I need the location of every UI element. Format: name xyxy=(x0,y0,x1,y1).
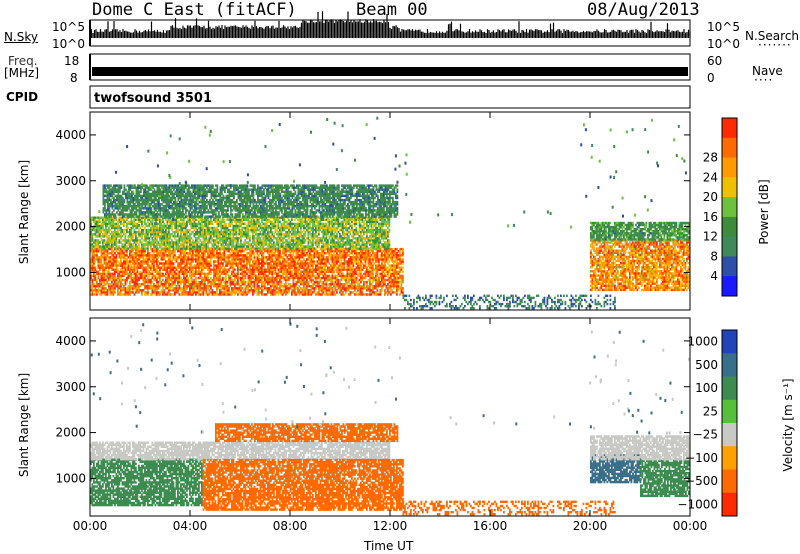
velocity-xtick-label: 00:00 xyxy=(73,519,108,533)
nsearch-legend-dots: ······· xyxy=(758,38,792,52)
freq-unit: [MHz] xyxy=(4,66,40,80)
power-colorbar-swatch xyxy=(722,256,737,277)
power-ytick-label: 2000 xyxy=(55,220,86,234)
cpid-strip-frame xyxy=(89,85,691,109)
velocity-colorbar-swatch xyxy=(722,330,737,354)
power-ytick-label: 3000 xyxy=(55,174,86,188)
velocity-colorbar-tick: 500 xyxy=(695,358,718,372)
nsearch-label: N.Search xyxy=(745,29,800,43)
power-region-5 xyxy=(402,294,616,310)
cpid-value: twofsound 3501 xyxy=(94,91,213,106)
power-ytick-label: 1000 xyxy=(55,265,86,279)
velocity-colorbar-tick: 100 xyxy=(695,381,718,395)
power-colorbar-swatch xyxy=(722,216,737,237)
velocity-colorbar: 1000 500 100 25 −25 −100 −500 −1000 xyxy=(677,329,738,517)
power-colorbar-swatch xyxy=(722,137,737,158)
power-region-3 xyxy=(590,239,690,292)
velocity-ytick-label: 1000 xyxy=(55,471,86,485)
velocity-region-1 xyxy=(90,441,391,461)
velocity-ytick-label: 3000 xyxy=(55,380,86,394)
power-colorbar-swatch xyxy=(722,118,737,139)
power-colorbar-tick: 28 xyxy=(703,151,718,165)
velocity-region-5 xyxy=(640,459,690,498)
velocity-xtick-label: 20:00 xyxy=(573,519,608,533)
velocity-colorbar-swatch xyxy=(722,469,737,494)
power-colorbar-label: Power [dB] xyxy=(757,179,771,245)
nsky-tick-top: 10^5 xyxy=(52,20,85,34)
velocity-colorbar-tick: −100 xyxy=(685,451,718,465)
power-colorbar-swatch xyxy=(722,236,737,257)
velocity-xtick-label: 00:00 xyxy=(673,519,708,533)
freq-tick-top: 18 xyxy=(64,54,80,68)
velocity-ylabel: Slant Range [km] xyxy=(17,372,31,478)
freq-tick-bottom: 8 xyxy=(70,71,78,85)
power-ytick-label: 4000 xyxy=(55,128,86,142)
nsky-series xyxy=(89,11,691,38)
station-title: Dome C East (fitACF) xyxy=(92,0,297,20)
nsky-tick-bottom: 10^0 xyxy=(52,37,85,51)
nave-tick-bottom: 0 xyxy=(707,71,715,85)
velocity-region-0 xyxy=(90,458,203,507)
power-region-1 xyxy=(90,216,391,250)
velocity-region-2 xyxy=(202,458,404,511)
beam-title: Beam 00 xyxy=(356,0,428,20)
nsky-label: N.Sky xyxy=(4,30,39,44)
nsearch-tick-top: 10^5 xyxy=(707,20,740,34)
power-colorbar-tick: 4 xyxy=(710,269,718,283)
power-region-2 xyxy=(102,184,399,218)
nave-tick-top: 60 xyxy=(707,54,723,68)
velocity-colorbar-tick: 25 xyxy=(703,404,718,418)
power-colorbar-tick: 20 xyxy=(703,190,718,204)
velocity-data xyxy=(90,322,690,516)
nave-legend-dots: ···· xyxy=(754,73,774,87)
freq-label: Freq. xyxy=(8,54,38,68)
power-colorbar-frame xyxy=(721,117,738,297)
velocity-colorbar-swatch xyxy=(722,446,737,470)
velocity-region-7 xyxy=(402,500,616,516)
power-panel: 1000 2000 3000 4000 4 8 12 16 20 24 28 xyxy=(55,111,738,311)
velocity-region-3 xyxy=(215,423,399,443)
velocity-colorbar-tick: −500 xyxy=(685,474,718,488)
power-colorbar: 4 8 12 16 20 24 28 xyxy=(703,117,738,297)
velocity-colorbar-swatch xyxy=(722,423,737,447)
power-ylabel: Slant Range [km] xyxy=(17,159,31,265)
power-region-4 xyxy=(590,221,690,241)
cpid-label: CPID xyxy=(6,90,39,104)
velocity-colorbar-swatch xyxy=(722,399,737,424)
velocity-colorbar-tick: 1000 xyxy=(687,335,718,349)
nave-label: Nave xyxy=(752,64,783,78)
power-colorbar-swatch xyxy=(722,157,737,178)
velocity-scatter xyxy=(90,322,690,435)
velocity-xtick-label: 16:00 xyxy=(473,519,508,533)
velocity-xtick-label: 04:00 xyxy=(173,519,208,533)
power-colorbar-tick: 12 xyxy=(703,230,718,244)
power-colorbar-swatch xyxy=(722,177,737,198)
velocity-colorbar-swatch xyxy=(722,376,737,401)
velocity-colorbar-swatch xyxy=(722,492,737,517)
power-colorbar-swatch xyxy=(722,197,737,218)
velocity-xtick-label: 12:00 xyxy=(373,519,408,533)
nsearch-tick-bottom: 10^0 xyxy=(707,37,740,51)
velocity-colorbar-tick: −25 xyxy=(693,428,718,442)
power-colorbar-tick: 24 xyxy=(703,170,718,184)
velocity-xtick-label: 08:00 xyxy=(273,519,308,533)
power-scatter xyxy=(98,116,687,230)
power-colorbar-tick: 8 xyxy=(710,249,718,263)
velocity-ytick-label: 2000 xyxy=(55,426,86,440)
velocity-region-6 xyxy=(590,435,690,461)
velocity-panel: 1000 2000 3000 4000 00:00 04:00 08:00 12:00 16:0… xyxy=(55,317,738,533)
velocity-colorbar-tick: −1000 xyxy=(677,497,718,511)
velocity-colorbar-frame xyxy=(721,329,738,517)
freq-series xyxy=(92,67,688,76)
velocity-ytick-label: 4000 xyxy=(55,334,86,348)
power-data xyxy=(90,116,690,310)
power-colorbar-tick: 16 xyxy=(703,210,718,224)
date-title: 08/Aug/2013 xyxy=(587,0,700,20)
power-colorbar-swatch xyxy=(722,276,737,297)
time-xlabel: Time UT xyxy=(364,539,414,553)
power-region-0 xyxy=(90,247,404,296)
velocity-colorbar-label: Velocity [m s⁻¹] xyxy=(781,378,795,472)
velocity-colorbar-swatch xyxy=(722,353,737,377)
